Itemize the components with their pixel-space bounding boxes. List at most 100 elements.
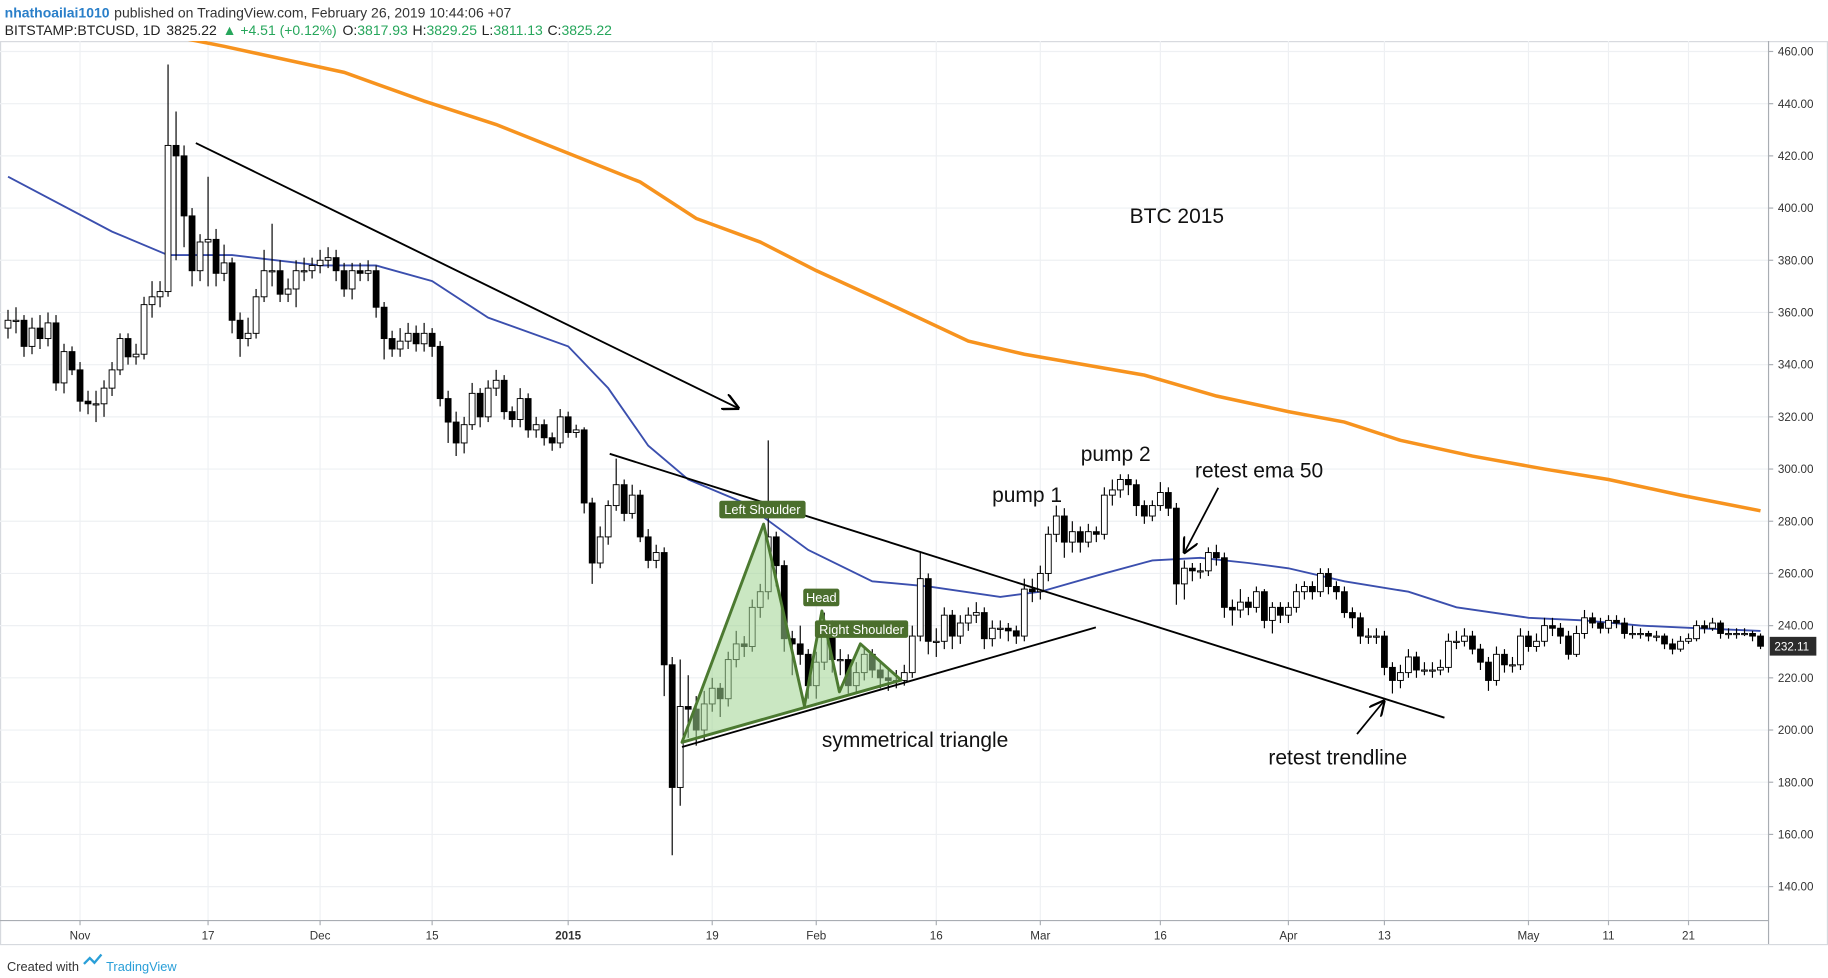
candle-body [500,379,508,413]
author: nhathoailai1010 [5,5,110,21]
candle-body [244,332,252,340]
candle-body [404,332,412,342]
candle-body [1573,632,1580,655]
candle-body [308,265,316,272]
candle-body [1389,666,1396,681]
candle-body [236,319,244,340]
candle-body [20,319,28,347]
candle-body [1645,632,1652,637]
change: ▲ +4.51 (+0.12%) [223,22,337,38]
y-tick-label: 160.00 [1778,828,1814,841]
y-tick-label: 340.00 [1778,359,1814,372]
x-tick-label: 13 [1378,929,1391,942]
candle-body [580,429,588,504]
candle-body [52,322,60,384]
candle-body [1068,531,1076,543]
candle-body [92,403,100,406]
candle-body [1309,586,1316,593]
candle-body [908,635,916,674]
candle-body [1084,531,1092,543]
grid [0,41,1769,921]
l-label: L: [482,22,494,38]
x-tick-label: Mar [1030,929,1050,942]
candle-body [372,270,380,308]
candle-body [1525,635,1532,647]
h-value: 3829.25 [426,22,477,38]
candle-body [1164,492,1172,509]
candle-body [148,296,156,306]
moving-average-line [188,41,1761,513]
candle-body [468,392,476,426]
published: published on TradingView.com, February 2… [114,5,511,21]
candle-body [1277,606,1284,616]
candle-body [1036,572,1044,593]
candle-body [1677,640,1684,650]
candle-body [1613,619,1620,624]
y-tick-label: 400.00 [1778,202,1814,215]
candle-body [532,424,540,431]
candle-body [1461,635,1468,642]
candle-body [1349,612,1356,619]
candle-body [956,622,964,637]
candle-body [172,144,180,157]
candle-body [924,578,932,642]
candle-body [340,270,348,290]
candle-body [1325,572,1332,587]
candle-body [420,332,428,345]
candle-body [1581,617,1588,634]
retest-ema-arrow [1184,487,1220,552]
candle-body [1437,666,1444,671]
candle-body [1517,635,1524,666]
candle-body [572,429,580,433]
candle-body [996,627,1004,630]
candle-body [1156,492,1164,507]
candle-body [1429,669,1436,672]
candle-body [1253,591,1260,608]
last-price-label: 232.11 [1774,640,1809,653]
candle-body [1180,567,1188,585]
candle-body [124,338,132,358]
annotation: retest trendline [1268,747,1407,770]
candle-body [556,416,564,444]
candle-body [388,338,396,350]
candle-body [1108,489,1116,496]
candle-body [796,643,804,655]
candle-body [1693,625,1700,640]
candle-body [1597,622,1604,629]
candle-body [476,392,484,418]
l-value: 3811.13 [493,22,543,38]
candle-body [1749,632,1756,637]
candle-body [1557,627,1564,637]
candle-body [1637,632,1644,636]
y-tick-label: 420.00 [1778,150,1814,163]
candle-body [1605,619,1612,629]
candle-body [948,614,956,637]
annotation: pump 2 [1081,443,1151,466]
x-tick-label: Nov [70,929,91,942]
candle-body [188,215,196,272]
annotation: symmetrical triangle [822,729,1008,752]
downtrend-arrow [195,142,738,408]
candle-body [564,416,572,433]
candle-body [1269,606,1276,621]
candle-body [212,238,220,274]
candle-body [1405,656,1412,674]
h-label: H: [412,22,426,38]
candle-body [28,327,36,347]
candle-body [636,494,644,538]
candle-body [196,241,204,272]
candle-body [1301,586,1308,593]
triangle-lower-line [681,626,1097,748]
candle-body [1028,588,1036,593]
candle-body [1245,601,1252,608]
label-box [803,588,840,607]
candle-body [1445,640,1452,668]
y-tick-label: 360.00 [1778,307,1814,320]
candle-body [588,502,596,564]
candle-body [324,257,332,261]
axes: 140.00 160.00 180.00 200.00 220.00 240.00 260.… [70,46,1817,942]
candle-body [1421,669,1428,672]
candle-body [460,424,468,444]
chart-title: BTC 2015 [1130,205,1224,228]
candle-body [36,327,44,340]
